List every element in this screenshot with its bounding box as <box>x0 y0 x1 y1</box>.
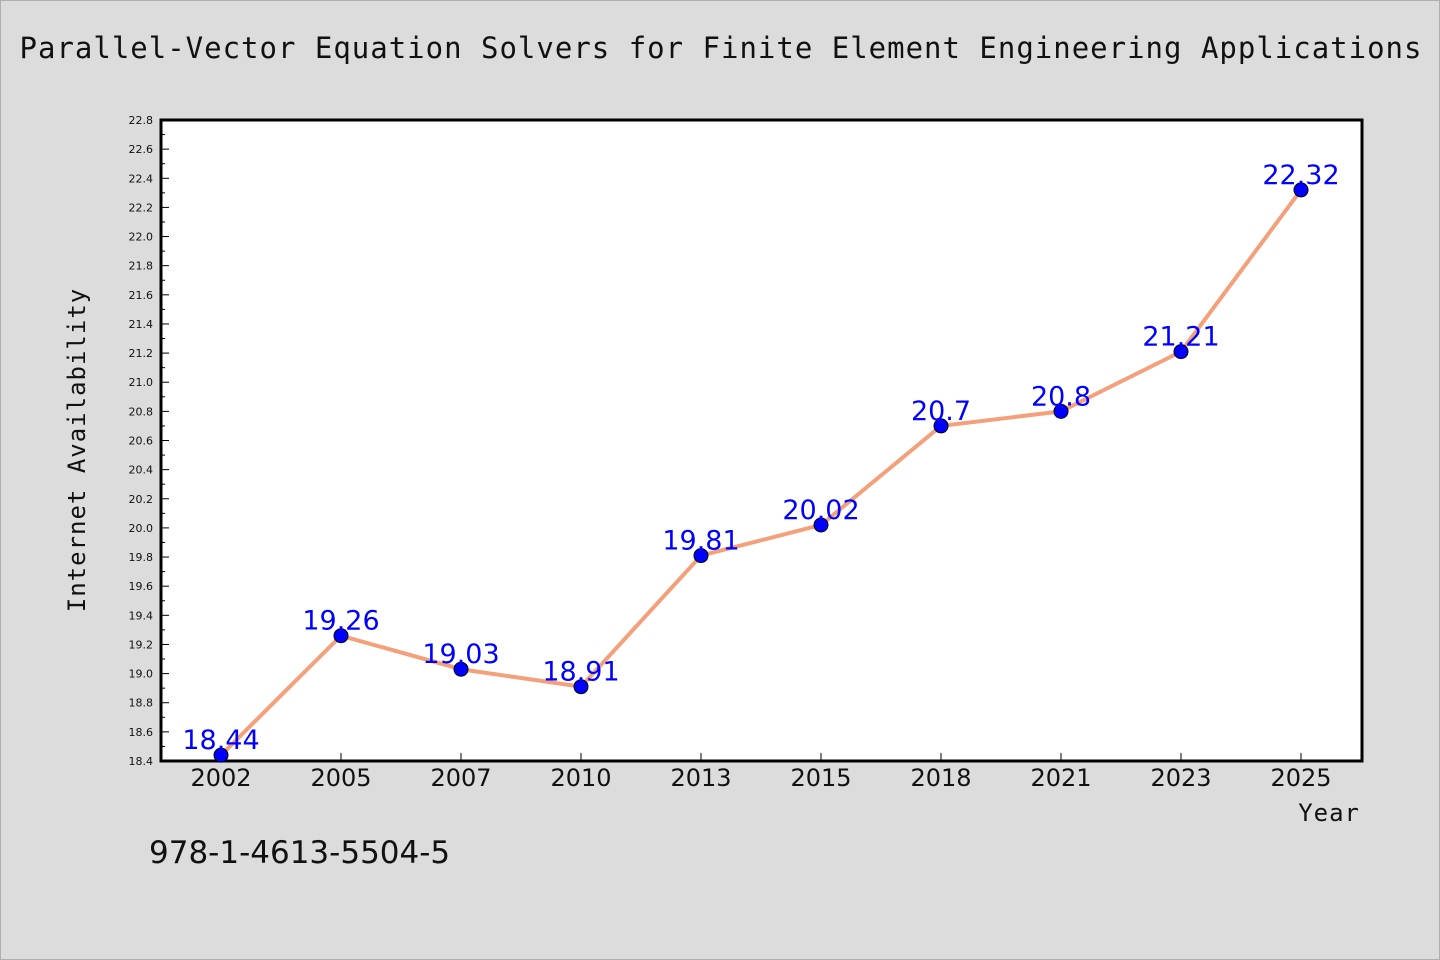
data-label: 21.21 <box>1142 322 1219 353</box>
data-label: 22.32 <box>1262 160 1339 191</box>
x-tick-label: 2018 <box>910 764 971 792</box>
y-tick-label: 22.6 <box>129 143 154 156</box>
x-tick-label: 2015 <box>790 764 851 792</box>
y-axis: 18.4 18.6 18.8 19.0 19.2 19.4 19.6 19.8 20.0 20.2… <box>129 114 169 768</box>
x-tick-label: 2025 <box>1270 764 1331 792</box>
y-tick-label: 20.0 <box>129 522 154 535</box>
y-tick-label: 19.4 <box>129 609 154 622</box>
y-tick-label: 19.0 <box>129 668 154 681</box>
plot-area <box>159 118 1364 763</box>
x-tick-label: 2007 <box>430 764 491 792</box>
y-tick-label: 20.4 <box>129 464 154 477</box>
data-label: 19.26 <box>302 606 379 637</box>
data-point <box>1293 182 1309 198</box>
y-tick-label: 22.2 <box>129 201 154 214</box>
data-point <box>1053 403 1069 419</box>
x-axis-label: Year <box>1298 799 1360 827</box>
y-tick-label: 22.0 <box>129 231 154 244</box>
y-axis-label: Internet Availability <box>63 288 91 612</box>
x-tick-label: 2005 <box>310 764 371 792</box>
x-tick-label: 2021 <box>1030 764 1091 792</box>
data-point <box>333 628 349 644</box>
data-label: 20.7 <box>911 396 971 427</box>
markers-group <box>213 182 1309 763</box>
isbn-text: 978-1-4613-5504-5 <box>149 835 451 871</box>
y-tick-label: 21.8 <box>129 260 154 273</box>
data-label: 19.03 <box>422 639 499 670</box>
series-line <box>219 187 1303 758</box>
data-point <box>573 679 589 695</box>
data-labels-group: 18.44 19.26 19.03 18.91 19.81 20.02 20.7 20.8 21… <box>182 160 1339 756</box>
data-label: 19.81 <box>662 526 739 557</box>
y-tick-label: 19.6 <box>129 580 154 593</box>
y-tick-label: 22.8 <box>129 114 154 127</box>
data-point <box>1173 344 1189 360</box>
data-point <box>453 661 469 677</box>
x-tick-label: 2023 <box>1150 764 1211 792</box>
y-tick-label: 18.4 <box>129 755 154 768</box>
x-tick-label: 2010 <box>550 764 611 792</box>
y-tick-label: 18.6 <box>129 726 154 739</box>
y-tick-label: 20.8 <box>129 405 154 418</box>
y-tick-label: 19.2 <box>129 638 154 651</box>
data-label: 20.8 <box>1031 381 1091 412</box>
chart-title: Parallel-Vector Equation Solvers for Fin… <box>19 31 1423 65</box>
y-tick-label: 20.2 <box>129 493 154 506</box>
y-tick-label: 21.2 <box>129 347 154 360</box>
data-point <box>813 517 829 533</box>
y-tick-label: 21.4 <box>129 318 154 331</box>
data-point <box>933 418 949 434</box>
y-tick-label: 21.0 <box>129 376 154 389</box>
y-tick-label: 21.6 <box>129 289 154 302</box>
x-tick-label: 2013 <box>670 764 731 792</box>
data-label: 20.02 <box>782 495 859 526</box>
y-tick-label: 18.8 <box>129 697 154 710</box>
x-tick-label: 2002 <box>190 764 251 792</box>
y-tick-label: 22.4 <box>129 172 154 185</box>
y-tick-label: 19.8 <box>129 551 154 564</box>
data-point <box>693 548 709 564</box>
y-tick-label: 20.6 <box>129 435 154 448</box>
data-point <box>213 747 229 763</box>
series-line-group <box>219 187 1303 758</box>
data-label: 18.44 <box>182 725 259 756</box>
x-axis: 2002 2005 2007 2010 2013 2015 2018 2021 2023 2025 <box>190 753 1332 792</box>
data-label: 18.91 <box>542 657 619 688</box>
